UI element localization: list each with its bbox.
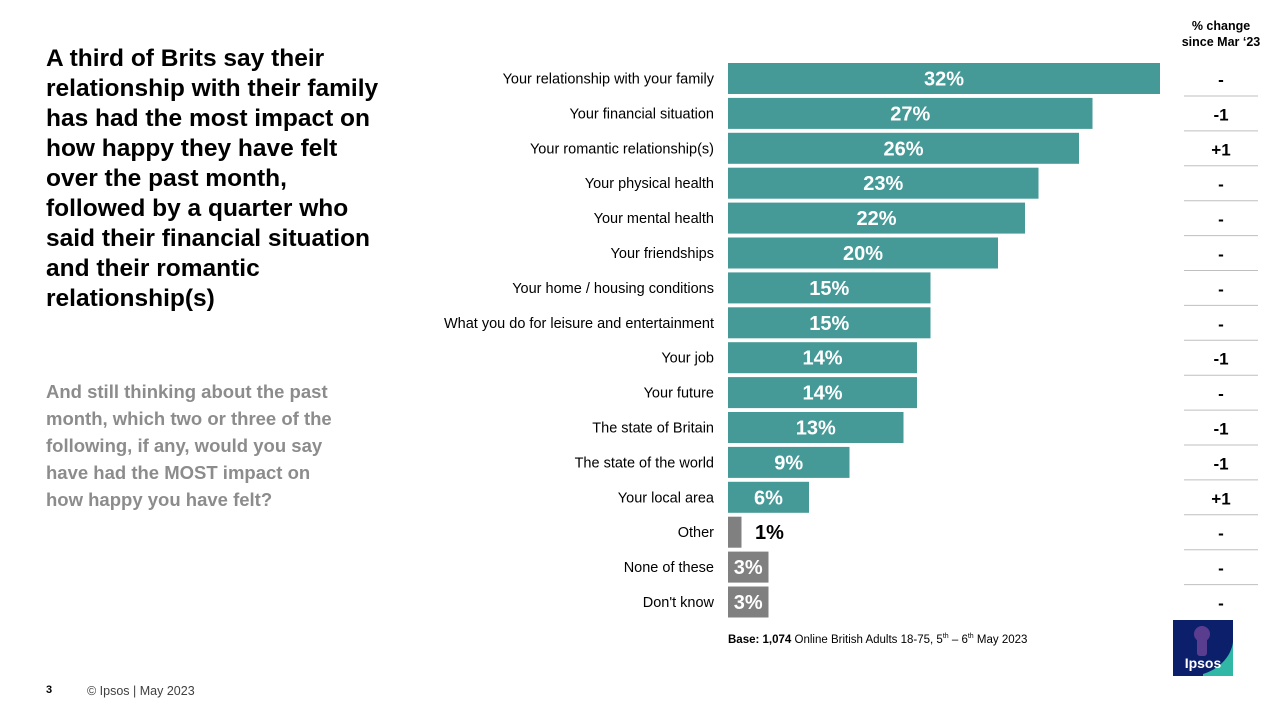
value-label: 13%	[796, 418, 836, 440]
change-value: -	[1218, 559, 1224, 578]
headline: A third of Brits say their relationship …	[46, 45, 379, 312]
category-label: Your financial situation	[569, 106, 714, 122]
bar	[728, 412, 904, 443]
category-label: Your relationship with your family	[503, 72, 715, 88]
value-label: 14%	[802, 383, 842, 405]
bar	[728, 97, 1093, 129]
change-value: +1	[1211, 140, 1230, 159]
value-label: 6%	[754, 487, 783, 509]
change-value: -1	[1213, 420, 1228, 439]
footer-copyright: © Ipsos | May 2023	[87, 684, 195, 698]
value-label: 27%	[890, 103, 930, 125]
value-label: 1%	[755, 522, 784, 544]
bar	[728, 307, 931, 339]
bar	[728, 63, 1160, 94]
change-value: -1	[1213, 454, 1228, 473]
category-label: The state of the world	[575, 455, 714, 471]
value-label: 20%	[843, 243, 883, 265]
change-header-line2: since Mar ‘23	[1181, 35, 1261, 49]
change-value: -	[1218, 385, 1224, 404]
change-value: -	[1218, 524, 1224, 543]
bar	[728, 481, 809, 513]
bar	[728, 272, 931, 304]
change-value: -	[1218, 71, 1224, 90]
bar	[728, 551, 769, 583]
category-label: Your job	[661, 351, 714, 367]
change-value: -1	[1213, 350, 1228, 369]
category-label: Your physical health	[585, 176, 714, 192]
category-label: Your romantic relationship(s)	[530, 141, 714, 157]
bar	[728, 132, 1079, 164]
change-value: +1	[1211, 489, 1230, 508]
category-label: Your home / housing conditions	[512, 281, 714, 297]
logo-text: Ipsos	[1185, 655, 1222, 671]
change-column-header: % change since Mar ‘23	[1176, 18, 1266, 50]
value-label: 14%	[802, 348, 842, 370]
value-label: 9%	[774, 452, 803, 474]
change-value: -1	[1213, 105, 1228, 124]
category-label: The state of Britain	[592, 421, 714, 437]
ipsos-logo: Ipsos	[1173, 620, 1233, 676]
change-value: -	[1218, 315, 1224, 334]
change-value: -	[1218, 594, 1224, 613]
bar	[728, 202, 1025, 234]
bar	[728, 516, 742, 548]
bar	[728, 446, 850, 478]
category-label: Don't know	[643, 595, 715, 611]
change-value: -	[1218, 175, 1224, 194]
bar	[728, 377, 917, 409]
category-label: Your future	[644, 386, 714, 402]
category-label: Your local area	[618, 490, 715, 506]
value-label: 15%	[809, 313, 849, 335]
survey-question: And still thinking about the past month,…	[46, 381, 332, 510]
category-label: None of these	[624, 560, 714, 576]
base-note: Base: 1,074 Online British Adults 18-75,…	[728, 633, 1028, 646]
value-label: 23%	[863, 173, 903, 195]
value-label: 26%	[883, 138, 923, 160]
value-label: 32%	[924, 69, 964, 91]
category-label: Your mental health	[594, 211, 714, 227]
change-value: -	[1218, 210, 1224, 229]
category-label: Your friendships	[611, 246, 714, 262]
page-number: 3	[46, 684, 53, 696]
bar	[728, 586, 769, 618]
value-label: 3%	[734, 592, 763, 614]
change-value: -	[1218, 245, 1224, 264]
bar	[728, 237, 998, 269]
value-label: 15%	[809, 278, 849, 300]
bar	[728, 342, 917, 374]
value-label: 3%	[734, 557, 763, 579]
change-value: -	[1218, 280, 1224, 299]
bar	[728, 167, 1039, 199]
value-label: 22%	[856, 208, 896, 230]
category-label: Other	[678, 525, 714, 541]
category-label: What you do for leisure and entertainmen…	[444, 316, 714, 332]
change-header-line1: % change	[1191, 19, 1251, 33]
